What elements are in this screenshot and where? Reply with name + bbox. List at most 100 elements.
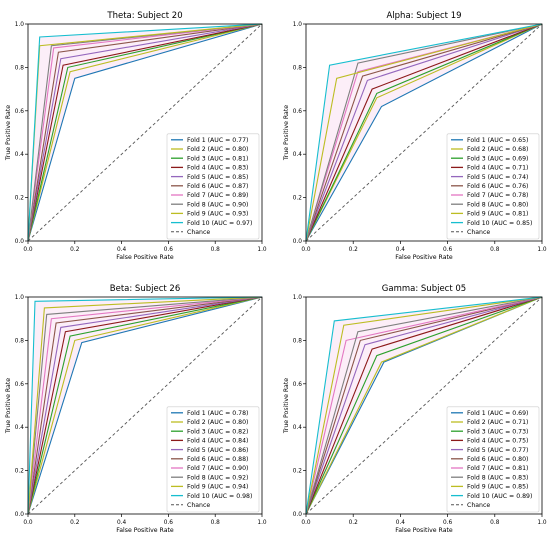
legend-entry: Fold 1 (AUC = 0.65) [467,137,528,144]
y-tick-label: 0.6 [293,382,303,388]
legend-entry-chance: Chance [187,229,210,236]
y-tick-label: 1.0 [293,22,303,28]
y-tick-label: 1.0 [15,22,25,28]
legend-entry: Fold 1 (AUC = 0.78) [187,410,248,417]
roc-curve-fold-5 [305,23,543,242]
legend-entry: Fold 8 (AUC = 0.83) [467,474,528,481]
legend-entry: Fold 8 (AUC = 0.80) [467,201,528,208]
x-tick-label: 1.0 [537,520,547,526]
x-tick-label: 0.6 [164,520,174,526]
roc-curve-fold-9 [305,296,543,515]
x-tick-label: 0.6 [164,247,174,253]
legend-entry: Fold 4 (AUC = 0.75) [467,438,528,445]
legend-entry: Fold 5 (AUC = 0.77) [467,447,528,454]
legend-entry: Fold 2 (AUC = 0.68) [467,146,528,153]
legend-entry: Fold 6 (AUC = 0.76) [467,183,528,190]
legend-entry: Fold 4 (AUC = 0.83) [187,165,248,172]
legend-entry: Fold 5 (AUC = 0.74) [467,174,528,181]
legend-entry: Fold 3 (AUC = 0.69) [467,155,528,162]
plot-frame [27,296,263,515]
roc-curve-fold-10 [305,296,543,515]
roc-curve-fold-3 [27,23,263,242]
roc-curve-fold-7 [27,296,263,515]
legend-entry-chance: Chance [187,502,210,509]
roc-curve-fold-6 [27,296,263,515]
y-tick-label: 0.4 [15,152,25,158]
x-tick-label: 1.0 [537,247,547,253]
x-tick-label: 0.2 [349,520,359,526]
legend-entry: Fold 6 (AUC = 0.87) [187,183,248,190]
x-tick-label: 0.0 [23,247,33,253]
legend-entry: Fold 6 (AUC = 0.80) [467,456,528,463]
legend-box [446,406,540,513]
legend-entry: Fold 9 (AUC = 0.93) [187,211,248,218]
roc-curve-fold-1 [27,23,263,242]
legend-entry: Fold 10 (AUC = 0.97) [187,220,252,227]
x-tick-label: 1.0 [257,247,267,253]
roc-curve-fold-5 [305,296,543,515]
roc-curve-fold-7 [305,296,543,515]
chart-title: Gamma: Subject 05 [382,284,466,294]
y-tick-label: 0.0 [293,239,303,245]
plot-frame [305,23,543,242]
x-tick-label: 0.0 [301,247,311,253]
legend-entry: Fold 10 (AUC = 0.98) [187,493,252,500]
roc-curve-fold-1 [27,296,263,515]
y-tick-label: 0.0 [15,239,25,245]
legend-entry: Fold 9 (AUC = 0.85) [467,484,528,491]
legend-entry: Fold 8 (AUC = 0.92) [187,474,248,481]
legend-entry: Fold 10 (AUC = 0.85) [467,220,532,227]
roc-curve-fold-8 [305,296,543,515]
y-tick-label: 1.0 [15,295,25,301]
roc-curve-fold-8 [305,23,543,242]
roc-curve-fold-4 [305,23,543,242]
chart-panel-2: Alpha: Subject 19 0.0 0.2 0.4 0.6 0.8 1.0 0.0 0.… [283,11,547,261]
legend-entry: Fold 3 (AUC = 0.73) [467,428,528,435]
legend-entry: Fold 4 (AUC = 0.84) [187,438,248,445]
roc-curve-fold-6 [305,296,543,515]
y-tick-label: 1.0 [293,295,303,301]
roc-curve-fold-6 [27,23,263,242]
y-tick-label: 0.2 [15,469,25,475]
x-tick-label: 0.8 [490,247,500,253]
y-axis-label: True Positive Rate [283,378,290,434]
x-tick-label: 0.6 [443,520,453,526]
legend-entry-chance: Chance [467,502,490,509]
chance-line [27,296,263,515]
chart-panel-3: Beta: Subject 26 0.0 0.2 0.4 0.6 0.8 1.0 0.0 0.2… [5,284,267,534]
roc-curve-fold-10 [27,23,263,242]
y-tick-label: 0.8 [15,338,25,344]
roc-curve-fold-4 [27,296,263,515]
roc-curve-fold-9 [27,296,263,515]
roc-curve-fold-8 [27,296,263,515]
chart-title: Alpha: Subject 19 [386,11,461,21]
chart-panel-1: Theta: Subject 20 0.0 0.2 0.4 0.6 0.8 1.0 0.0 0.… [5,11,267,261]
roc-curve-fold-3 [27,296,263,515]
legend-entry: Fold 2 (AUC = 0.80) [187,419,248,426]
roc-curve-fold-4 [27,23,263,242]
legend-entry: Fold 8 (AUC = 0.90) [187,201,248,208]
y-tick-label: 0.8 [15,65,25,71]
roc-curve-fold-6 [305,23,543,242]
roc-curve-fold-1 [305,23,543,242]
y-tick-label: 0.4 [293,425,303,431]
roc-curve-fold-3 [305,23,543,242]
roc-curve-fold-3 [305,296,543,515]
y-tick-label: 0.6 [15,382,25,388]
x-axis-label: False Positive Rate [395,527,453,534]
legend-entry: Fold 10 (AUC = 0.89) [467,493,532,500]
y-tick-label: 0.2 [15,196,25,202]
legend-entry: Fold 1 (AUC = 0.69) [467,410,528,417]
x-tick-label: 0.2 [70,247,80,253]
y-axis-label: True Positive Rate [5,378,12,434]
plot-frame [27,23,263,242]
legend-entry: Fold 7 (AUC = 0.90) [187,465,248,472]
legend-box [166,406,260,513]
roc-curve-fold-4 [305,296,543,515]
chance-line [305,296,543,515]
legend-entry: Fold 7 (AUC = 0.78) [467,192,528,199]
chart-panel-4: Gamma: Subject 05 0.0 0.2 0.4 0.6 0.8 1.0 0.0 0.… [283,284,547,534]
y-tick-label: 0.0 [15,512,25,518]
x-tick-label: 0.0 [301,520,311,526]
